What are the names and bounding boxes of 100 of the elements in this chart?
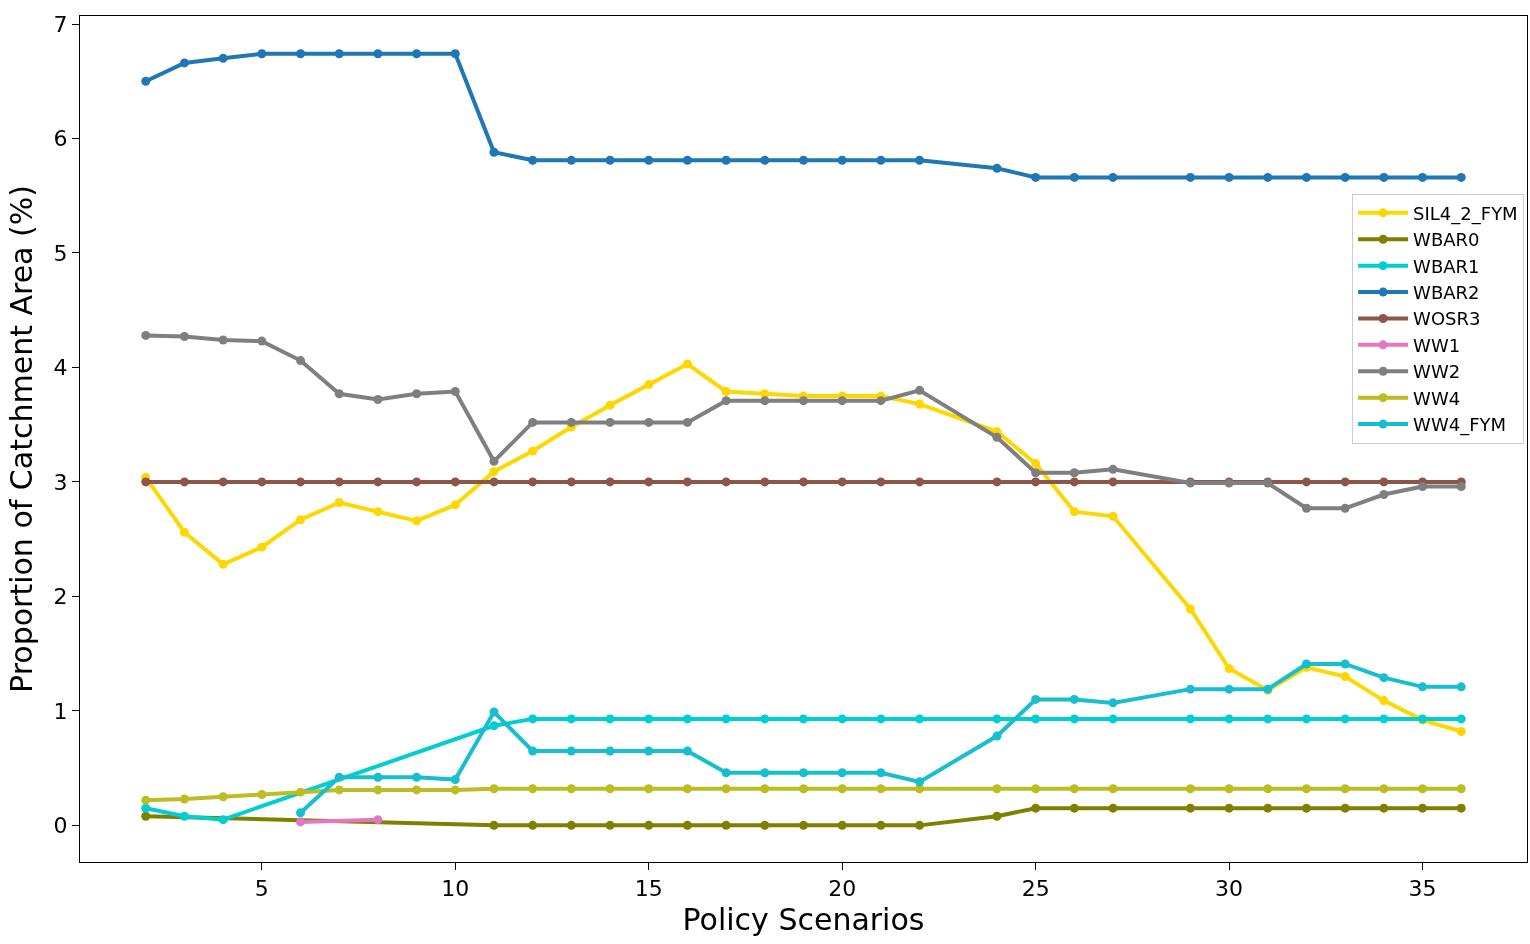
point bbox=[257, 789, 267, 799]
point bbox=[682, 359, 692, 369]
point bbox=[799, 784, 808, 794]
point bbox=[528, 784, 538, 794]
point bbox=[218, 792, 228, 802]
point bbox=[915, 385, 925, 395]
point bbox=[682, 155, 692, 165]
point bbox=[799, 768, 808, 778]
point bbox=[412, 49, 422, 59]
y-tick-label: 0 bbox=[53, 813, 68, 839]
point bbox=[1185, 604, 1195, 614]
point bbox=[412, 785, 422, 795]
y-tick-label: 3 bbox=[53, 469, 68, 495]
point bbox=[799, 155, 808, 165]
point bbox=[760, 155, 770, 165]
point bbox=[1301, 477, 1311, 487]
point bbox=[876, 477, 886, 487]
point bbox=[141, 330, 151, 340]
point bbox=[566, 477, 576, 487]
point bbox=[876, 784, 886, 794]
point bbox=[992, 432, 1002, 442]
point bbox=[605, 477, 615, 487]
point bbox=[1108, 172, 1118, 182]
point bbox=[1069, 507, 1079, 517]
point bbox=[1224, 714, 1234, 724]
point bbox=[528, 477, 538, 487]
point bbox=[760, 820, 770, 830]
point bbox=[296, 787, 306, 797]
point bbox=[528, 155, 538, 165]
point bbox=[218, 815, 228, 825]
point bbox=[1379, 172, 1389, 182]
point bbox=[992, 784, 1002, 794]
point bbox=[1224, 684, 1234, 694]
point bbox=[1031, 172, 1041, 182]
point bbox=[992, 477, 1002, 487]
point bbox=[721, 714, 731, 724]
point bbox=[605, 417, 615, 427]
x-tick-label: 25 bbox=[1021, 876, 1050, 902]
point bbox=[1069, 477, 1079, 487]
point bbox=[489, 467, 499, 477]
point bbox=[837, 820, 847, 830]
point bbox=[721, 820, 731, 830]
legend-label: SIL4_2_FYM bbox=[1413, 202, 1518, 225]
point bbox=[876, 714, 886, 724]
point bbox=[799, 396, 808, 406]
point bbox=[799, 820, 808, 830]
point bbox=[1379, 803, 1389, 813]
point bbox=[721, 396, 731, 406]
point bbox=[1185, 714, 1195, 724]
point bbox=[1456, 803, 1466, 813]
point bbox=[373, 507, 383, 517]
point bbox=[179, 811, 189, 821]
point bbox=[257, 477, 267, 487]
point bbox=[1379, 673, 1389, 683]
point bbox=[915, 477, 925, 487]
point bbox=[721, 155, 731, 165]
point bbox=[1108, 803, 1118, 813]
point bbox=[1263, 784, 1273, 794]
point bbox=[1418, 172, 1428, 182]
point bbox=[489, 147, 499, 157]
point bbox=[1108, 714, 1118, 724]
point bbox=[257, 49, 267, 59]
point bbox=[1031, 459, 1041, 469]
x-tick-label: 35 bbox=[1408, 876, 1437, 902]
point bbox=[1224, 803, 1234, 813]
point bbox=[1456, 482, 1466, 492]
point bbox=[1379, 490, 1389, 500]
point bbox=[1108, 698, 1118, 708]
legend-label: WBAR1 bbox=[1413, 255, 1480, 277]
point bbox=[566, 714, 576, 724]
point bbox=[1224, 172, 1234, 182]
point bbox=[876, 820, 886, 830]
legend-label: WW2 bbox=[1413, 361, 1461, 383]
point bbox=[682, 417, 692, 427]
x-tick-label: 20 bbox=[828, 876, 857, 902]
point bbox=[1379, 784, 1389, 794]
point bbox=[837, 714, 847, 724]
point bbox=[1069, 714, 1079, 724]
point bbox=[1224, 664, 1234, 674]
point bbox=[1069, 172, 1079, 182]
point bbox=[1340, 672, 1350, 682]
point bbox=[373, 772, 383, 782]
point bbox=[257, 542, 267, 552]
point bbox=[915, 777, 925, 787]
x-tick-label: 30 bbox=[1215, 876, 1244, 902]
point bbox=[334, 498, 344, 508]
point bbox=[876, 768, 886, 778]
point bbox=[1185, 684, 1195, 694]
point bbox=[915, 714, 925, 724]
point bbox=[373, 815, 383, 825]
point bbox=[605, 714, 615, 724]
point bbox=[992, 714, 1002, 724]
point bbox=[489, 721, 499, 731]
point bbox=[528, 446, 538, 456]
point bbox=[412, 772, 422, 782]
x-tick-label: 10 bbox=[441, 876, 470, 902]
point bbox=[1340, 659, 1350, 669]
point bbox=[605, 820, 615, 830]
point bbox=[141, 477, 151, 487]
point bbox=[489, 707, 499, 717]
